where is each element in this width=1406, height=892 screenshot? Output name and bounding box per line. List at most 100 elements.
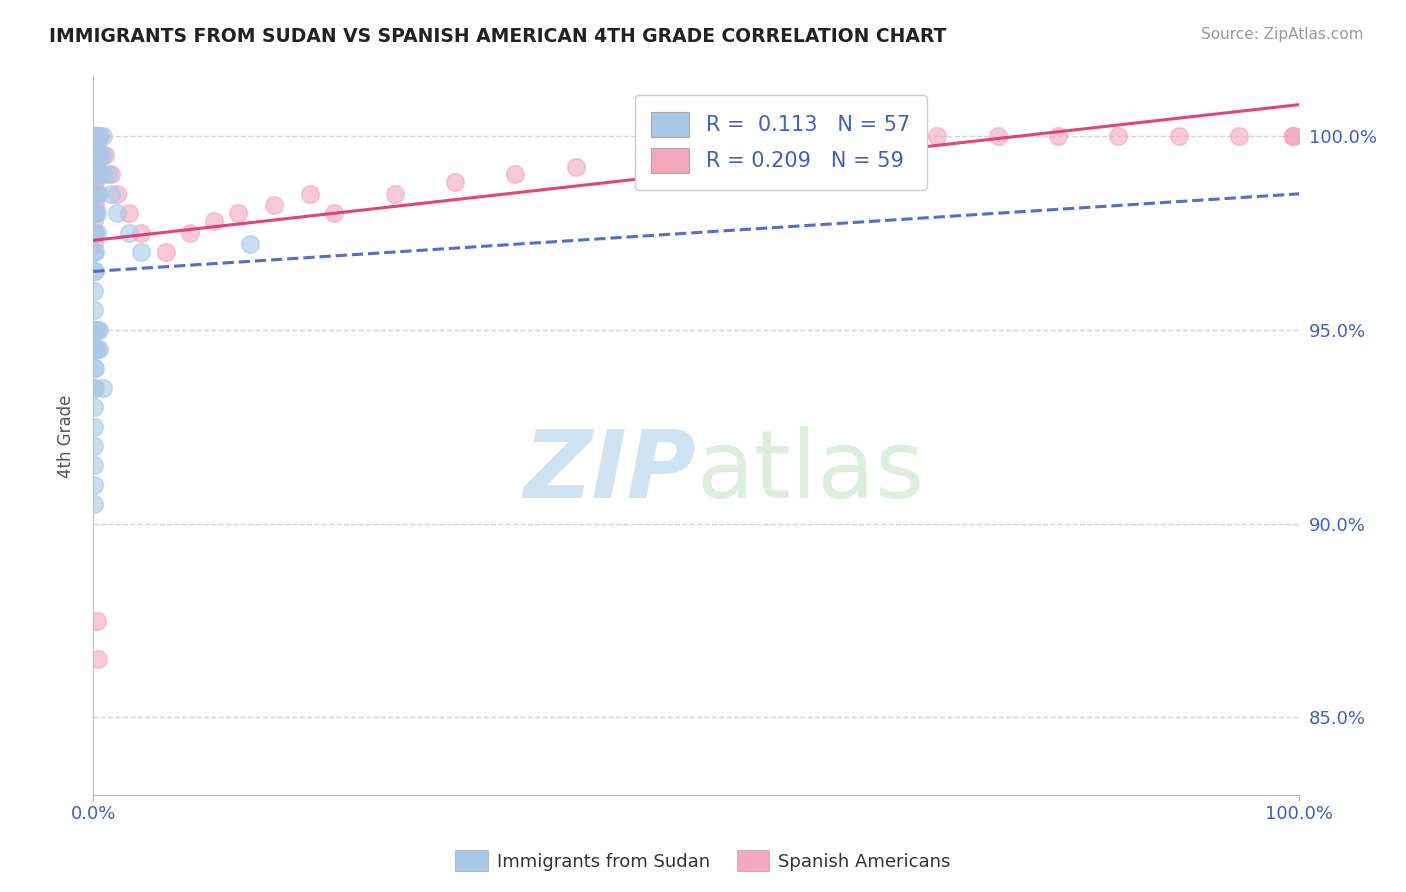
Point [83, 439, 105, 453]
Point [91, 381, 114, 395]
Point [83, 322, 105, 336]
Point [444, 175, 467, 189]
Point [84, 342, 107, 356]
Point [83, 381, 105, 395]
Point [91, 148, 114, 162]
Point [89, 148, 111, 162]
Point [83, 206, 105, 220]
Point [1047, 128, 1070, 143]
Point [155, 245, 177, 260]
Point [84, 381, 107, 395]
Point [100, 168, 122, 182]
Point [86, 136, 108, 151]
Point [83, 245, 105, 260]
Point [86, 128, 108, 143]
Point [927, 128, 949, 143]
Point [83, 284, 105, 298]
Point [1282, 128, 1305, 143]
Point [84, 186, 107, 201]
Point [86, 186, 108, 201]
Point [118, 206, 141, 220]
Y-axis label: 4th Grade: 4th Grade [58, 394, 75, 478]
Point [226, 206, 249, 220]
Point [685, 148, 707, 162]
Point [89, 148, 111, 162]
Point [86, 322, 108, 336]
Text: ZIP: ZIP [523, 426, 696, 518]
Point [179, 226, 201, 240]
Point [299, 186, 322, 201]
Point [384, 186, 406, 201]
Point [83, 361, 105, 376]
Point [83, 128, 105, 143]
Point [84, 148, 107, 162]
Point [1282, 128, 1305, 143]
Point [263, 198, 285, 212]
Point [84, 198, 107, 212]
Point [84, 128, 107, 143]
Point [83, 186, 105, 201]
Point [86, 168, 108, 182]
Point [86, 342, 108, 356]
Point [83, 477, 105, 491]
Point [83, 419, 105, 434]
Point [505, 168, 527, 182]
Point [84, 322, 107, 336]
Point [202, 214, 225, 228]
Point [83, 136, 105, 151]
Point [323, 206, 346, 220]
Point [84, 160, 107, 174]
Point [84, 148, 107, 162]
Point [84, 136, 107, 151]
Legend: R =  0.113   N = 57, R = 0.209   N = 59: R = 0.113 N = 57, R = 0.209 N = 59 [634, 95, 927, 190]
Point [83, 226, 105, 240]
Point [89, 128, 111, 143]
Point [84, 226, 107, 240]
Point [806, 136, 828, 151]
Point [86, 148, 108, 162]
Point [131, 245, 153, 260]
Text: atlas: atlas [696, 426, 925, 518]
Point [239, 237, 262, 252]
Point [84, 175, 107, 189]
Point [83, 198, 105, 212]
Point [91, 168, 114, 182]
Point [987, 128, 1010, 143]
Point [84, 168, 107, 182]
Point [83, 226, 105, 240]
Point [86, 614, 108, 628]
Point [89, 322, 111, 336]
Point [1107, 128, 1129, 143]
Point [83, 206, 105, 220]
Point [118, 226, 141, 240]
Point [86, 168, 108, 182]
Point [84, 168, 107, 182]
Point [83, 458, 105, 473]
Point [83, 128, 105, 143]
Point [91, 128, 114, 143]
Point [83, 342, 105, 356]
Point [84, 264, 107, 278]
Point [564, 160, 586, 174]
Point [131, 226, 153, 240]
Point [84, 245, 107, 260]
Point [89, 186, 111, 201]
Point [83, 160, 105, 174]
Point [94, 148, 117, 162]
Point [83, 128, 105, 143]
Point [86, 128, 108, 143]
Point [89, 168, 111, 182]
Point [84, 361, 107, 376]
Point [83, 148, 105, 162]
Point [86, 206, 108, 220]
Point [86, 148, 108, 162]
Point [83, 128, 105, 143]
Point [84, 206, 107, 220]
Point [89, 342, 111, 356]
Text: Source: ZipAtlas.com: Source: ZipAtlas.com [1201, 27, 1364, 42]
Point [86, 160, 108, 174]
Point [83, 400, 105, 414]
Point [1282, 128, 1305, 143]
Point [105, 206, 128, 220]
Point [83, 237, 105, 252]
